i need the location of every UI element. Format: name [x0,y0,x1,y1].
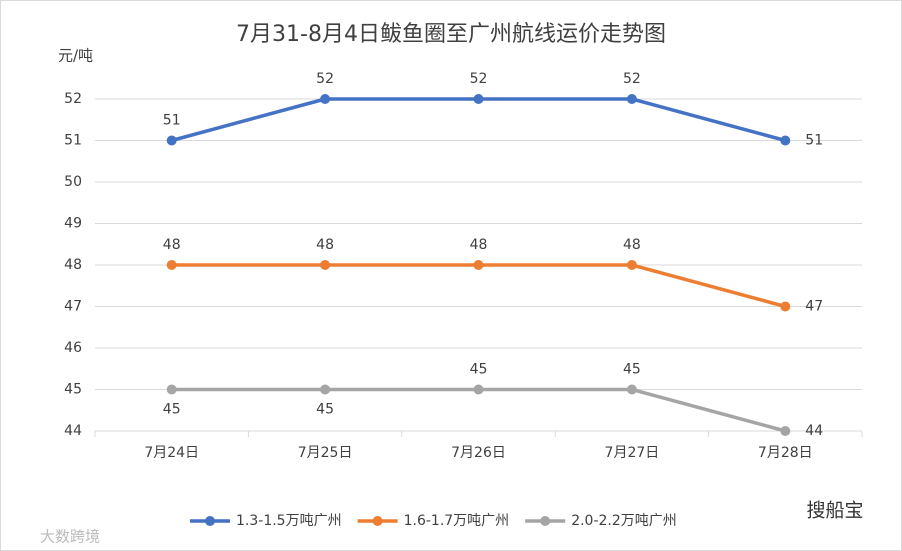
data-point [473,94,484,104]
x-tick-label: 7月27日 [605,445,660,461]
y-tick-label: 48 [64,257,82,273]
y-tick-label: 47 [64,299,82,315]
x-tick-label: 7月28日 [758,445,813,461]
legend-label: 1.6-1.7万吨广州 [404,513,510,529]
legend-marker [205,516,215,526]
x-tick-label: 7月25日 [298,445,353,461]
data-label: 47 [805,299,823,315]
data-point [320,384,331,395]
chart-title: 7月31-8月4日鲅鱼圈至广州航线运价走势图 [236,22,666,47]
data-label: 51 [163,113,181,129]
data-point [166,135,177,146]
data-label: 51 [805,133,823,149]
data-point [166,384,177,395]
data-label: 48 [163,237,181,253]
y-tick-label: 50 [64,174,82,190]
x-tick-label: 7月24日 [144,445,199,461]
data-point [780,301,791,312]
data-point [780,135,791,146]
data-label: 52 [316,71,334,87]
data-point [626,260,637,270]
y-tick-label: 51 [64,133,82,149]
y-tick-label: 44 [64,423,82,439]
y-tick-label: 45 [64,382,82,398]
y-tick-label: 49 [64,216,82,232]
x-tick-label: 7月26日 [451,445,506,461]
data-label: 48 [623,237,641,253]
legend-label: 1.3-1.5万吨广州 [236,513,342,529]
data-label: 45 [316,402,334,418]
legend-marker [540,516,551,526]
data-point [780,426,791,436]
data-point [320,94,331,104]
data-label: 48 [470,237,488,253]
data-label: 45 [163,402,181,418]
watermark: 大数跨境 [40,528,100,546]
data-point [473,384,484,395]
data-label: 44 [805,423,823,439]
data-point [626,94,637,104]
data-label: 52 [623,71,641,87]
y-axis-label: 元/吨 [58,47,93,65]
data-point [320,260,331,270]
data-point [626,384,637,395]
y-tick-label: 46 [64,340,82,356]
data-label: 52 [470,71,488,87]
legend-marker [372,516,383,526]
watermark: 搜船宝 [806,500,863,522]
legend-label: 2.0-2.2万吨广州 [571,513,677,529]
data-point [473,260,484,270]
y-tick-label: 52 [64,91,82,107]
data-point [166,260,177,270]
data-label: 48 [316,237,334,253]
data-label: 45 [470,362,488,378]
data-label: 45 [623,362,641,378]
